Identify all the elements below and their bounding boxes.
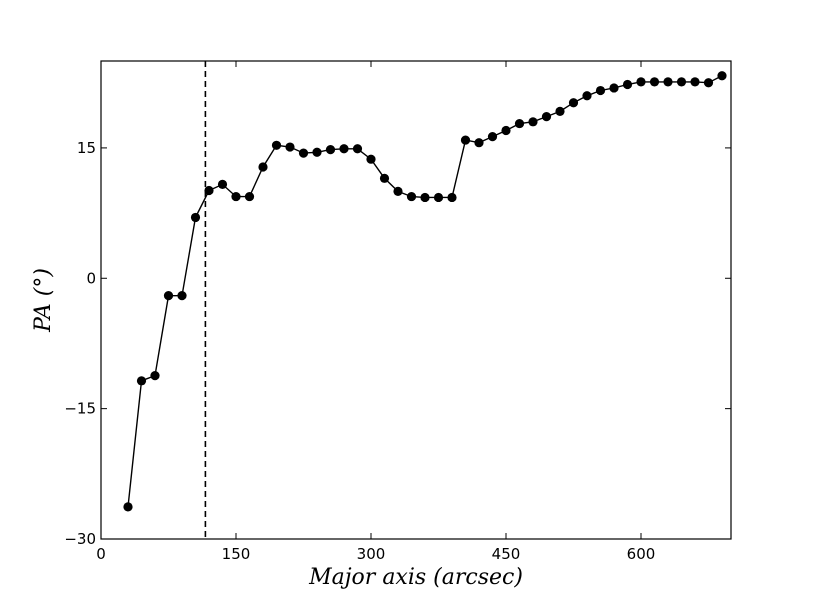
data-point bbox=[487, 132, 498, 142]
data-point bbox=[663, 77, 673, 87]
data-point bbox=[514, 118, 525, 129]
data-point bbox=[217, 179, 228, 190]
data-point bbox=[501, 125, 511, 136]
plot-layer bbox=[123, 61, 727, 539]
data-point bbox=[582, 91, 592, 101]
x-tick-label: 600 bbox=[627, 545, 656, 563]
data-point bbox=[258, 162, 268, 172]
data-point bbox=[555, 106, 565, 117]
data-point bbox=[231, 191, 241, 202]
data-point bbox=[285, 142, 295, 152]
data-point bbox=[352, 144, 363, 154]
data-point bbox=[379, 173, 390, 183]
data-point bbox=[568, 98, 579, 108]
y-axis-label: PA (°) bbox=[31, 268, 56, 333]
data-point bbox=[325, 145, 336, 155]
x-tick-label: 450 bbox=[492, 545, 521, 563]
data-point bbox=[123, 502, 133, 512]
data-point bbox=[204, 185, 214, 196]
y-tick-label: 0 bbox=[86, 269, 96, 287]
data-point bbox=[541, 112, 552, 122]
data-point bbox=[528, 117, 538, 127]
data-point bbox=[163, 291, 174, 301]
x-axis-label: Major axis (arcsec) bbox=[308, 565, 523, 590]
y-tick-label: −30 bbox=[64, 530, 96, 548]
y-tick-label: −15 bbox=[64, 400, 96, 418]
data-point bbox=[474, 138, 484, 148]
data-point bbox=[406, 191, 417, 202]
data-point bbox=[271, 140, 282, 150]
data-point bbox=[636, 77, 646, 87]
series-line bbox=[127, 75, 723, 507]
data-point bbox=[649, 77, 660, 87]
data-point bbox=[150, 371, 160, 381]
data-point bbox=[447, 192, 457, 203]
plot-frame bbox=[100, 60, 732, 540]
data-point bbox=[622, 79, 633, 90]
x-tick-label: 150 bbox=[222, 545, 251, 563]
data-point bbox=[690, 77, 700, 87]
data-point bbox=[609, 83, 619, 93]
data-point bbox=[460, 135, 471, 145]
y-tick-label: 15 bbox=[77, 139, 96, 157]
data-point bbox=[433, 192, 444, 203]
data-point bbox=[420, 192, 430, 203]
data-point bbox=[244, 191, 255, 202]
data-point bbox=[177, 291, 187, 301]
data-point bbox=[298, 148, 309, 158]
data-point bbox=[676, 77, 687, 87]
data-point bbox=[393, 186, 403, 196]
x-tick-label: 0 bbox=[96, 545, 106, 563]
data-point bbox=[339, 144, 349, 154]
data-point bbox=[595, 85, 606, 96]
data-point bbox=[703, 78, 714, 88]
data-point bbox=[366, 154, 376, 164]
data-point bbox=[717, 71, 727, 81]
data-point bbox=[312, 147, 322, 157]
data-point bbox=[190, 212, 201, 223]
ticks-layer: 0 150 300 450 600 −30 −15 0 15 bbox=[64, 61, 731, 563]
data-point bbox=[136, 376, 147, 386]
x-tick-label: 300 bbox=[357, 545, 386, 563]
